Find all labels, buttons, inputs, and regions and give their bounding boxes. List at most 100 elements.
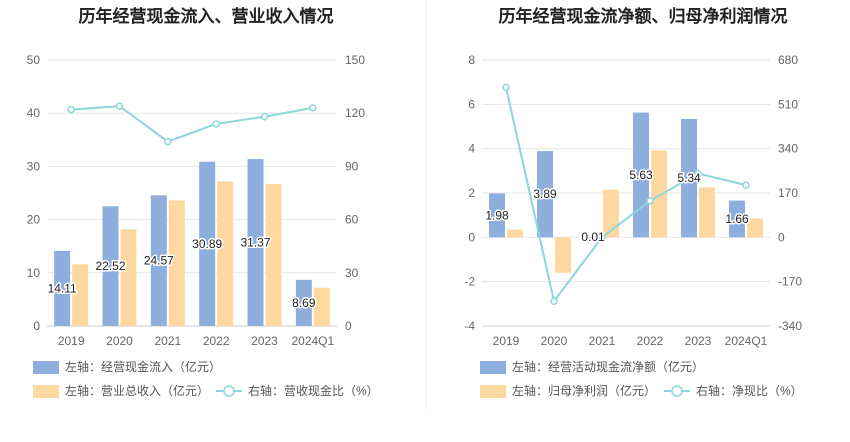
y-tick-left: 50 bbox=[27, 53, 41, 67]
bar-data-label: 22.52 bbox=[95, 259, 125, 273]
legend-label: 左轴：营业总收入（亿元） bbox=[65, 383, 209, 398]
bar-data-label: 31.37 bbox=[240, 236, 270, 250]
ratio-point bbox=[598, 233, 606, 242]
legend-label: 右轴：营收现金比（%） bbox=[248, 383, 379, 398]
y-tick-right: 60 bbox=[345, 213, 359, 227]
bar-primary bbox=[295, 279, 312, 326]
ratio-point bbox=[646, 197, 654, 205]
y-tick-right: 340 bbox=[778, 142, 798, 156]
ratio-point bbox=[260, 112, 269, 121]
bar-secondary bbox=[651, 150, 667, 238]
ratio-point bbox=[694, 169, 702, 178]
bar-primary bbox=[729, 200, 745, 238]
y-tick-right: 170 bbox=[778, 186, 798, 200]
bar-primary bbox=[102, 206, 119, 326]
bar-data-label: 8.69 bbox=[292, 296, 316, 310]
ratio-point bbox=[309, 104, 317, 112]
ratio-point bbox=[502, 83, 510, 92]
y-tick-right: 680 bbox=[778, 53, 798, 67]
y-tick-right: 120 bbox=[345, 106, 365, 120]
y-tick-right: -340 bbox=[778, 319, 802, 333]
ratio-point bbox=[164, 137, 172, 146]
ratio-point bbox=[212, 120, 220, 128]
y-tick-left: 30 bbox=[27, 159, 41, 173]
bar-primary bbox=[199, 161, 216, 326]
x-tick: 2024Q1 bbox=[725, 334, 768, 348]
y-tick-left: 6 bbox=[468, 97, 475, 111]
bar-data-label: 0.01 bbox=[581, 230, 605, 244]
x-tick: 2021 bbox=[154, 334, 181, 348]
bar-data-label: 1.66 bbox=[725, 212, 749, 226]
ratio-point bbox=[67, 105, 75, 114]
bar-primary bbox=[247, 159, 264, 326]
bar-secondary bbox=[603, 189, 619, 238]
bar-data-label: 1.98 bbox=[485, 208, 509, 222]
bar-primary bbox=[54, 250, 71, 326]
y-tick-left: -2 bbox=[464, 275, 475, 289]
chart-title: 历年经营现金流入、营业收入情况 bbox=[79, 6, 334, 26]
x-tick: 2019 bbox=[493, 334, 520, 348]
legend-label: 左轴：归母净利润（亿元） bbox=[512, 383, 656, 398]
x-tick: 2022 bbox=[637, 334, 664, 348]
bar-data-label: 5.34 bbox=[677, 171, 701, 185]
legend-swatch bbox=[480, 361, 506, 374]
y-tick-right: 150 bbox=[345, 53, 365, 67]
bar-secondary bbox=[72, 264, 89, 326]
y-tick-right: 0 bbox=[345, 319, 352, 333]
y-tick-left: 40 bbox=[27, 106, 41, 120]
y-tick-left: 0 bbox=[468, 230, 475, 244]
bar-secondary bbox=[120, 229, 137, 326]
x-tick: 2023 bbox=[685, 334, 712, 348]
legend-marker bbox=[671, 385, 683, 397]
ratio-line bbox=[71, 105, 314, 143]
legend-swatch bbox=[33, 385, 59, 398]
legend-swatch bbox=[480, 385, 506, 398]
y-tick-right: 30 bbox=[345, 266, 359, 280]
x-tick: 2019 bbox=[58, 334, 85, 348]
bar-data-label: 5.63 bbox=[629, 168, 653, 182]
bar-secondary bbox=[555, 237, 571, 273]
y-tick-right: 510 bbox=[778, 97, 798, 111]
y-tick-left: 8 bbox=[468, 53, 475, 67]
bar-data-label: 14.11 bbox=[48, 281, 77, 295]
y-tick-right: 0 bbox=[778, 230, 785, 244]
bar-secondary bbox=[168, 200, 185, 326]
bar-secondary bbox=[699, 187, 715, 238]
x-tick: 2020 bbox=[106, 334, 133, 348]
x-tick: 2021 bbox=[589, 334, 616, 348]
bar-data-label: 24.57 bbox=[144, 254, 174, 268]
legend-label: 左轴：经营现金流入（亿元） bbox=[65, 359, 221, 374]
bar-secondary bbox=[265, 183, 282, 326]
bar-primary bbox=[150, 195, 167, 326]
y-tick-left: 10 bbox=[27, 266, 41, 280]
bar-primary bbox=[489, 193, 505, 238]
bar-secondary bbox=[217, 181, 234, 326]
y-tick-left: -4 bbox=[464, 319, 475, 333]
legend-label: 左轴：经营活动现金流净额（亿元） bbox=[512, 359, 704, 374]
bar-primary bbox=[585, 237, 601, 238]
x-tick: 2022 bbox=[203, 334, 230, 348]
chart-title: 历年经营现金流净额、归母净利润情况 bbox=[499, 6, 788, 26]
ratio-point bbox=[550, 297, 558, 305]
ratio-point bbox=[115, 102, 124, 110]
y-tick-left: 2 bbox=[468, 186, 475, 200]
y-tick-right: 90 bbox=[345, 159, 359, 173]
y-tick-left: 20 bbox=[27, 213, 41, 227]
bar-data-label: 3.89 bbox=[533, 187, 557, 201]
x-tick: 2023 bbox=[251, 334, 278, 348]
bar-primary bbox=[633, 112, 649, 238]
bar-primary bbox=[537, 151, 553, 238]
bar-secondary bbox=[747, 218, 763, 238]
y-tick-left: 0 bbox=[33, 319, 40, 333]
x-tick: 2020 bbox=[541, 334, 568, 348]
y-tick-left: 4 bbox=[468, 142, 475, 156]
bar-secondary bbox=[507, 229, 523, 238]
bar-data-label: 30.89 bbox=[192, 237, 222, 251]
legend-label: 右轴：净现比（%） bbox=[696, 383, 803, 398]
legend-marker bbox=[223, 385, 235, 397]
ratio-point bbox=[742, 181, 750, 189]
x-tick: 2024Q1 bbox=[291, 334, 334, 348]
ratio-line bbox=[505, 87, 747, 304]
